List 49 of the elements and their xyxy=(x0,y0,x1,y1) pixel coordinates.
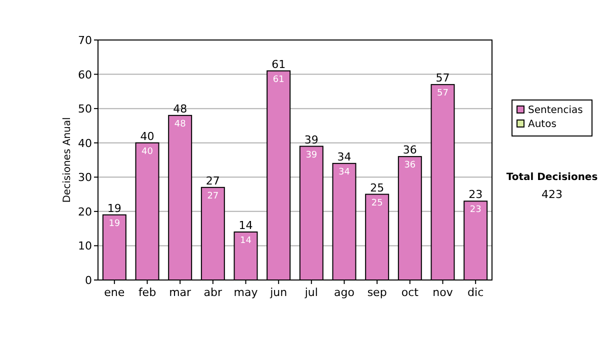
data-label: 36 xyxy=(404,160,416,171)
data-label: 39 xyxy=(306,150,318,160)
data-label: 23 xyxy=(470,205,482,216)
data-label: 61 xyxy=(272,74,284,85)
data-label: 40 xyxy=(142,146,154,157)
data-label: 48 xyxy=(174,119,186,130)
data-label: 25 xyxy=(371,198,383,208)
x-tick-label: mar xyxy=(169,286,192,299)
y-tick-label: 40 xyxy=(78,136,92,150)
x-tick-label: ago xyxy=(334,286,355,299)
y-tick-label: 20 xyxy=(78,205,92,218)
x-tick-label: feb xyxy=(138,286,156,299)
legend-label: Sentencias xyxy=(528,105,583,116)
x-tick-label: abr xyxy=(204,286,223,299)
total-label: 36 xyxy=(402,144,417,157)
legend-label: Autos xyxy=(528,119,556,130)
total-label: 34 xyxy=(337,150,352,164)
y-tick-label: 10 xyxy=(78,240,92,253)
data-label: 57 xyxy=(437,88,448,99)
text: Total Decisiones xyxy=(506,172,598,183)
total-label: 25 xyxy=(370,181,384,194)
x-tick-label: jun xyxy=(269,286,288,299)
x-tick-label: dic xyxy=(468,286,484,299)
y-tick-label: 0 xyxy=(85,274,92,287)
text: 423 xyxy=(542,188,562,201)
total-label: 40 xyxy=(140,130,154,143)
y-tick-label: 50 xyxy=(78,102,92,116)
total-label: 61 xyxy=(272,58,286,71)
x-tick-label: may xyxy=(234,286,258,299)
x-tick-label: ene xyxy=(104,286,125,299)
data-label: 19 xyxy=(108,218,120,229)
total-label: 19 xyxy=(107,202,122,215)
y-tick-label: 70 xyxy=(78,34,92,47)
data-label: 14 xyxy=(240,236,252,246)
total-label: 23 xyxy=(468,188,483,202)
y-tick-label: 60 xyxy=(78,68,92,82)
x-tick-label: oct xyxy=(401,286,420,299)
total-label: 48 xyxy=(173,102,188,116)
data-label: 27 xyxy=(207,191,219,202)
total-label: 39 xyxy=(304,133,318,146)
total-label: 57 xyxy=(436,72,450,85)
x-tick-label: nov xyxy=(432,286,454,299)
total-label: 27 xyxy=(206,174,220,188)
data-label: 34 xyxy=(338,167,350,178)
x-tick-label: sep xyxy=(367,286,387,299)
y-tick-label: 30 xyxy=(78,171,92,184)
y-axis-title: Decisiones Anual xyxy=(62,117,73,203)
total-label: 14 xyxy=(238,219,253,232)
x-tick-label: jul xyxy=(304,286,318,299)
